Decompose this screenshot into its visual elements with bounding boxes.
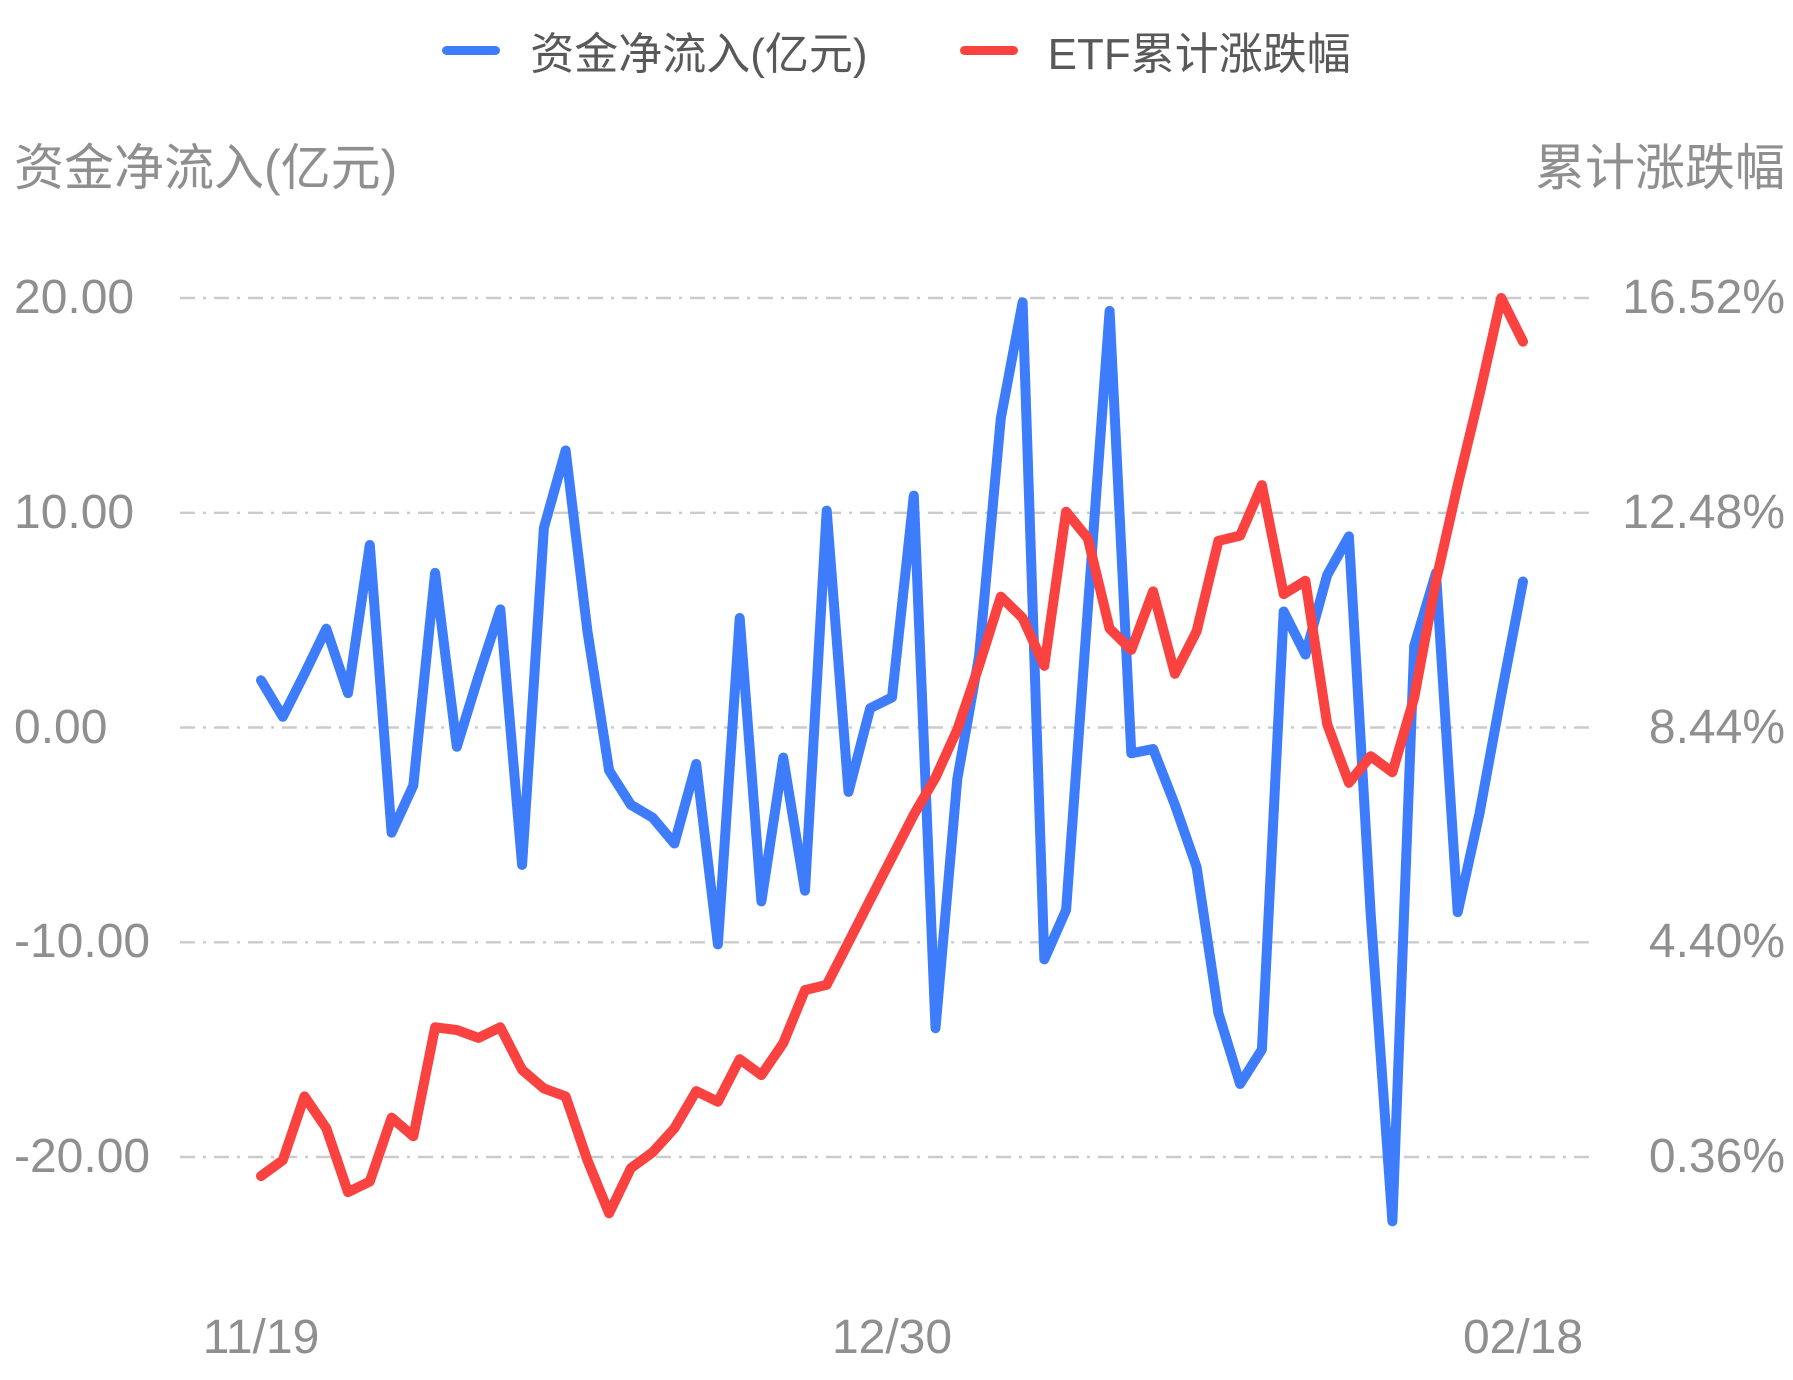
right-tick-16-52: 16.52% [1622, 271, 1785, 324]
legend-item-net-inflow[interactable]: 资金净流入(亿元) [442, 18, 868, 82]
x-tick-11-19: 11/19 [202, 1311, 320, 1364]
left-tick-20: 20.00 [14, 271, 135, 324]
left-axis-title: 资金净流入(亿元) [14, 140, 398, 196]
series-line-net-inflow [256, 297, 1528, 1227]
x-tick-12-30: 12/30 [831, 1311, 953, 1364]
right-axis-title: 累计涨跌幅 [1535, 140, 1785, 196]
left-tick-10: 10.00 [14, 486, 135, 539]
left-tick-0: 0.00 [14, 701, 108, 754]
legend: 资金净流入(亿元) ETF累计涨跌幅 [0, 18, 1793, 82]
left-tick-neg20: -20.00 [14, 1130, 151, 1183]
x-tick-02-18: 02/18 [1462, 1311, 1584, 1364]
left-tick-neg10: -10.00 [14, 915, 151, 968]
legend-label-etf-change: ETF累计涨跌幅 [1047, 30, 1351, 79]
legend-line-swatch-red [959, 45, 1018, 55]
right-tick-0-36: 0.36% [1648, 1130, 1785, 1183]
right-tick-4-40: 4.40% [1648, 915, 1785, 968]
right-tick-12-48: 12.48% [1622, 486, 1785, 539]
legend-line-swatch-blue [442, 45, 501, 55]
legend-label-net-inflow: 资金净流入(亿元) [530, 30, 868, 79]
right-tick-8-44: 8.44% [1648, 701, 1785, 754]
legend-item-etf-change[interactable]: ETF累计涨跌幅 [959, 18, 1351, 82]
series-line-etf-change [256, 293, 1528, 1219]
